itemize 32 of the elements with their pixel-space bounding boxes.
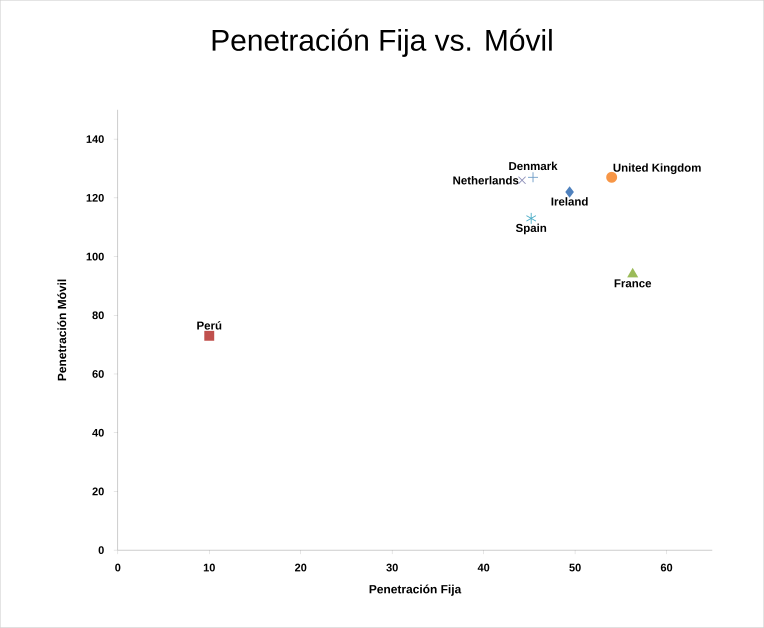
- point: [606, 172, 618, 183]
- x-tick-label: 60: [660, 564, 672, 572]
- y-tick-label: 40: [92, 428, 104, 437]
- x-tick-label: 10: [204, 564, 215, 572]
- point: [565, 186, 574, 198]
- x-axis-title: Penetración Fija: [370, 584, 462, 596]
- y-tick-label: 80: [92, 311, 104, 320]
- point: [518, 176, 526, 184]
- y-tick-label: 0: [98, 546, 104, 554]
- point: [627, 268, 638, 278]
- x-tick-label: 40: [478, 564, 490, 572]
- x-tick-label: 0: [115, 564, 120, 572]
- series-label: Perú: [197, 321, 222, 330]
- x-tick-label: 20: [294, 564, 306, 572]
- y-tick-label: 100: [86, 252, 104, 260]
- y-tick-label: 140: [86, 135, 104, 144]
- point: [528, 172, 538, 183]
- y-tick-label: 20: [92, 488, 104, 496]
- y-tick-label: 60: [92, 370, 104, 378]
- series-label: United Kingdom: [614, 163, 701, 174]
- series-label: France: [614, 279, 652, 288]
- chart-title: Penetración Fija vs. Móvil: [212, 28, 552, 57]
- series-label: Ireland: [552, 197, 588, 206]
- x-tick-label: 30: [386, 564, 398, 572]
- x-tick-label: 50: [569, 564, 581, 572]
- point: [526, 212, 536, 224]
- series-label: Denmark: [509, 162, 558, 170]
- y-axis-title: Penetración Móvil: [57, 280, 66, 380]
- point: [204, 330, 214, 341]
- series-label: Netherlands: [453, 176, 518, 184]
- y-tick-label: 120: [86, 194, 104, 202]
- series-label: Spain: [516, 224, 546, 234]
